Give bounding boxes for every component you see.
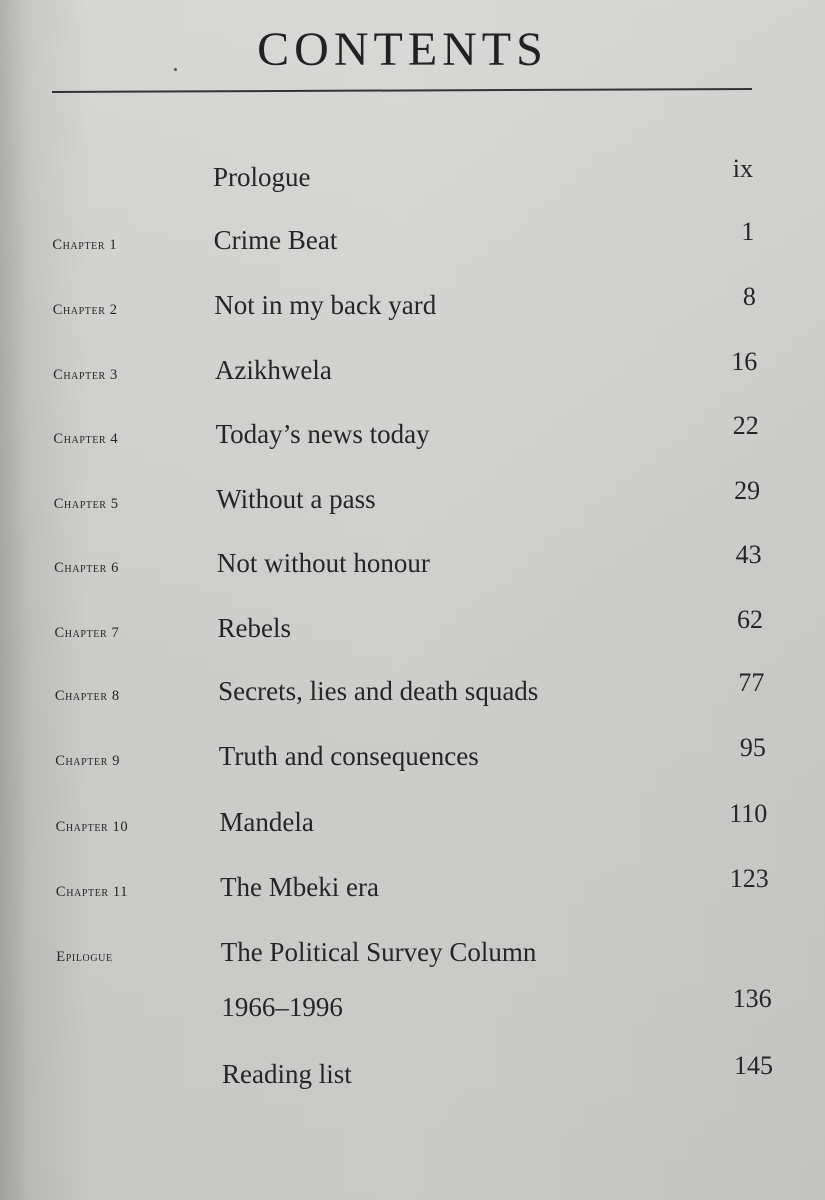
toc-entry: Chapter 11 The Mbeki era 123 — [0, 864, 825, 910]
chapter-label: Chapter 10 — [55, 819, 129, 835]
toc-entry: Chapter 8 Secrets, lies and death squads 7… — [0, 668, 825, 714]
page-number: 16 — [731, 347, 758, 376]
chapter-label: Chapter 4 — [53, 431, 119, 447]
entry-title: Truth and consequences — [218, 741, 479, 771]
entry-title: The Political Survey Column — [220, 937, 537, 967]
toc-entry: Epilogue The Political Survey Column — [0, 935, 825, 975]
contents-heading: CONTENTS — [257, 23, 548, 76]
page-number: 77 — [738, 668, 765, 697]
entry-title: Rebels — [217, 613, 292, 643]
chapter-label: Chapter 8 — [54, 688, 120, 704]
toc-entry: Chapter 6 Not without honour 43 — [0, 540, 825, 586]
page-number: 136 — [732, 984, 772, 1013]
speck-mark — [174, 68, 177, 71]
page-number: ix — [732, 154, 753, 183]
toc-entry: Chapter 3 Azikhwela 16 — [0, 347, 825, 393]
entry-title: Secrets, lies and death squads — [218, 676, 539, 706]
page-number: 22 — [732, 411, 759, 440]
page-number: 43 — [735, 540, 762, 569]
toc-entry: Chapter 5 Without a pass 29 — [0, 476, 825, 522]
toc-entry: Chapter 1 Crime Beat 1 — [0, 217, 825, 263]
toc-entry: Chapter 4 Today’s news today 22 — [0, 411, 825, 457]
entry-title: Without a pass — [216, 484, 376, 514]
toc-entry: Chapter 10 Mandela 110 — [0, 799, 825, 845]
entry-title: Mandela — [219, 807, 314, 837]
toc-entry: Reading list 145 — [0, 1051, 825, 1097]
page-number: 145 — [734, 1051, 773, 1080]
chapter-label: Chapter 2 — [52, 302, 118, 318]
page-number: 8 — [742, 282, 756, 311]
entry-title: Azikhwela — [214, 355, 332, 385]
entry-title: Crime Beat — [213, 225, 338, 255]
chapter-label: Chapter 7 — [54, 625, 120, 641]
chapter-label: Chapter 9 — [55, 753, 121, 769]
entry-title: Prologue — [213, 162, 311, 192]
chapter-label: Chapter 3 — [53, 367, 118, 383]
entry-title: Reading list — [222, 1059, 352, 1089]
page-number: 110 — [729, 799, 768, 828]
heading-rule — [51, 87, 752, 93]
entry-title: Today’s news today — [215, 419, 430, 449]
entry-title: Not without honour — [216, 548, 430, 578]
toc-entry: Chapter 2 Not in my back yard 8 — [0, 282, 825, 328]
chapter-label: Chapter 11 — [55, 884, 129, 900]
toc-entry: Prologue ix — [0, 154, 825, 200]
chapter-label: Chapter 1 — [52, 237, 118, 253]
toc-entry: Chapter 9 Truth and consequences 95 — [0, 733, 825, 779]
toc-entry: Chapter 7 Rebels 62 — [0, 605, 825, 651]
entry-title: The Mbeki era — [220, 872, 379, 902]
page-number: 95 — [739, 733, 766, 762]
chapter-label: Chapter 5 — [53, 496, 119, 512]
chapter-label: Epilogue — [56, 949, 113, 965]
toc-entry: 1966–1996 136 — [0, 984, 825, 1030]
page-number: 123 — [729, 864, 769, 893]
chapter-label: Chapter 6 — [54, 560, 119, 576]
entry-title: Not in my back yard — [214, 290, 437, 320]
page-number: 1 — [741, 217, 755, 246]
entry-title: 1966–1996 — [221, 992, 343, 1022]
page-number: 62 — [737, 605, 763, 634]
page-number: 29 — [734, 476, 761, 505]
